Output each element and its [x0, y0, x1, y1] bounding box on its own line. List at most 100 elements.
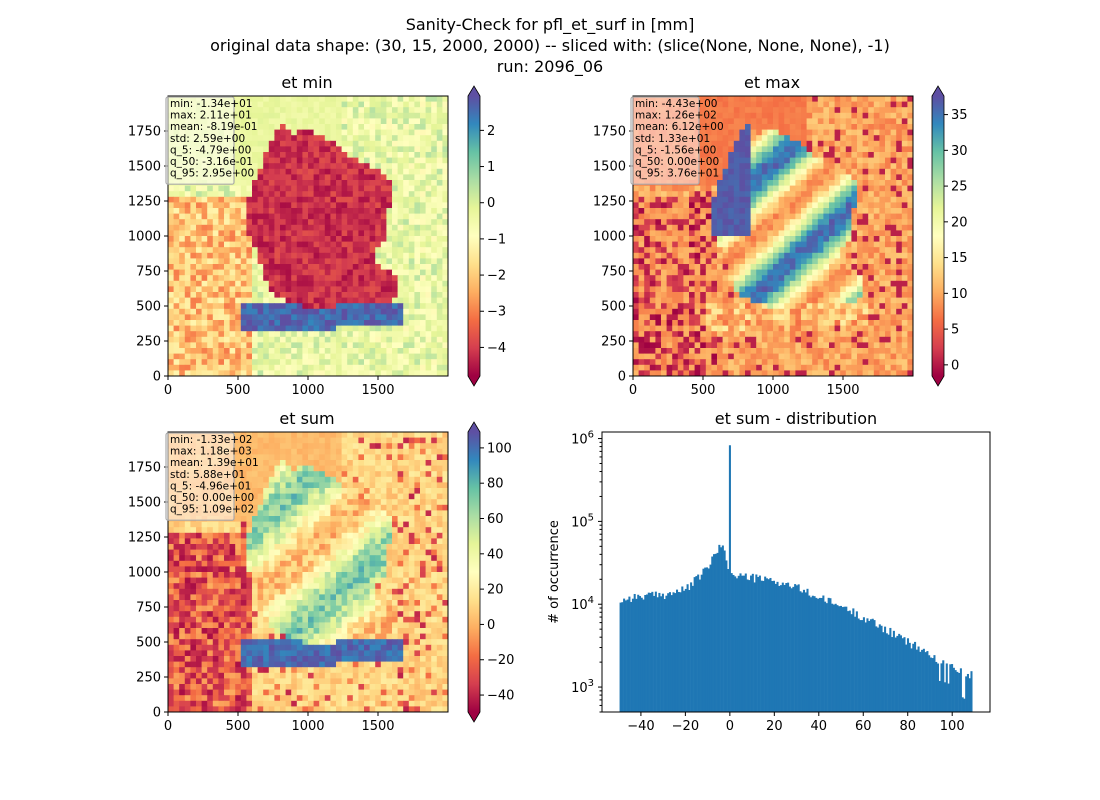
heatmap-cell [672, 269, 679, 276]
heatmap-cell [761, 303, 768, 310]
heatmap-cell [291, 101, 298, 108]
heatmap-cell [879, 146, 886, 153]
heatmap-cell [817, 241, 824, 248]
heatmap-cell [812, 118, 819, 125]
heatmap-cell [263, 308, 270, 315]
heatmap-cell [745, 163, 751, 170]
heatmap-cell [739, 348, 746, 354]
heatmap-cell [756, 247, 763, 254]
heatmap-cell [778, 224, 785, 231]
heatmap-cell [823, 202, 830, 209]
heatmap-cell [868, 174, 875, 181]
heatmap-cell [694, 320, 701, 326]
heatmap-cell [397, 353, 404, 360]
heatmap-cell [330, 208, 337, 214]
heatmap-cell [403, 101, 410, 108]
heatmap-cell [633, 292, 639, 298]
heatmap-cell [829, 342, 835, 349]
heatmap-cell [750, 208, 757, 214]
heatmap-cell [700, 258, 707, 265]
heatmap-cell [252, 269, 258, 276]
heatmap-cell [812, 140, 819, 147]
heatmap-cell [655, 275, 662, 282]
heatmap-cell [380, 314, 387, 321]
heatmap-cell [369, 157, 376, 164]
heatmap-cell [644, 342, 651, 349]
heatmap-cell [661, 325, 667, 332]
heatmap-cell [173, 275, 180, 282]
heatmap-cell [313, 152, 320, 158]
heatmap-cell [778, 157, 785, 164]
heatmap-cell [778, 196, 785, 203]
heatmap-cell [677, 336, 684, 343]
heatmap-cell [666, 292, 673, 298]
heatmap-cell [773, 297, 779, 304]
heatmap-cell [257, 202, 264, 209]
heatmap-cell [207, 252, 214, 259]
heatmap-cell [739, 236, 746, 242]
heatmap-cell [184, 342, 191, 349]
heatmap-cell [263, 336, 270, 343]
heatmap-cell [268, 219, 275, 226]
heatmap-cell [829, 258, 835, 265]
heatmap-cell [252, 292, 258, 298]
heatmap-cell [750, 191, 757, 198]
heatmap-cell [436, 191, 443, 198]
heatmap-cell [689, 208, 695, 214]
heatmap-cell [341, 280, 348, 287]
heatmap-cell [246, 308, 253, 315]
heatmap-cell [207, 297, 214, 304]
heatmap-cell [649, 224, 656, 231]
heatmap-cell [756, 202, 763, 209]
heatmap-cell [302, 236, 309, 242]
heatmap-cell [330, 219, 337, 226]
heatmap-cell [308, 348, 314, 354]
heatmap-cell [806, 219, 813, 226]
heatmap-cell [296, 269, 303, 276]
heatmap-cell [319, 292, 326, 298]
heatmap-cell [229, 275, 236, 282]
heatmap-cell [907, 292, 914, 298]
heatmap-cell [756, 152, 763, 158]
heatmap-cell [442, 219, 449, 226]
heatmap-cell [364, 219, 370, 226]
heatmap-cell [173, 320, 180, 326]
heatmap-cell [358, 224, 365, 231]
heatmap-cell [672, 359, 679, 366]
heatmap-cell [375, 157, 382, 164]
heatmap-cell [257, 370, 264, 377]
heatmap-cell [733, 258, 740, 265]
heatmap-cell [823, 269, 830, 276]
heatmap-cell [801, 180, 807, 186]
heatmap-cell [369, 191, 376, 198]
stats-line: q_95: 2.95e+00 [170, 168, 254, 180]
heatmap-cell [644, 303, 651, 310]
heatmap-cell [235, 236, 242, 242]
heatmap-cell [313, 96, 320, 102]
heatmap-cell [369, 364, 376, 371]
heatmap-cell [756, 342, 763, 349]
heatmap-cell [711, 264, 718, 270]
heatmap-cell [756, 135, 763, 142]
heatmap-cell [425, 331, 432, 338]
heatmap-cell [879, 185, 886, 192]
heatmap-cell [296, 303, 303, 310]
heatmap-cell [386, 264, 393, 270]
heatmap-cell [745, 292, 751, 298]
heatmap-cell [274, 140, 281, 147]
heatmap-cell [319, 185, 326, 192]
heatmap-cell [352, 370, 359, 377]
heatmap-cell [683, 286, 690, 293]
heatmap-cell [750, 174, 757, 181]
heatmap-cell [319, 135, 326, 142]
heatmap-cell [857, 191, 863, 198]
heatmap-cell [857, 118, 863, 125]
heatmap-cell [408, 213, 415, 220]
heatmap-cell [364, 163, 370, 170]
heatmap-cell [308, 342, 314, 349]
heatmap-cell [773, 124, 779, 130]
heatmap-cell [750, 146, 757, 153]
heatmap-cell [397, 370, 404, 377]
heatmap-cell [358, 213, 365, 220]
heatmap-cell [655, 348, 662, 354]
